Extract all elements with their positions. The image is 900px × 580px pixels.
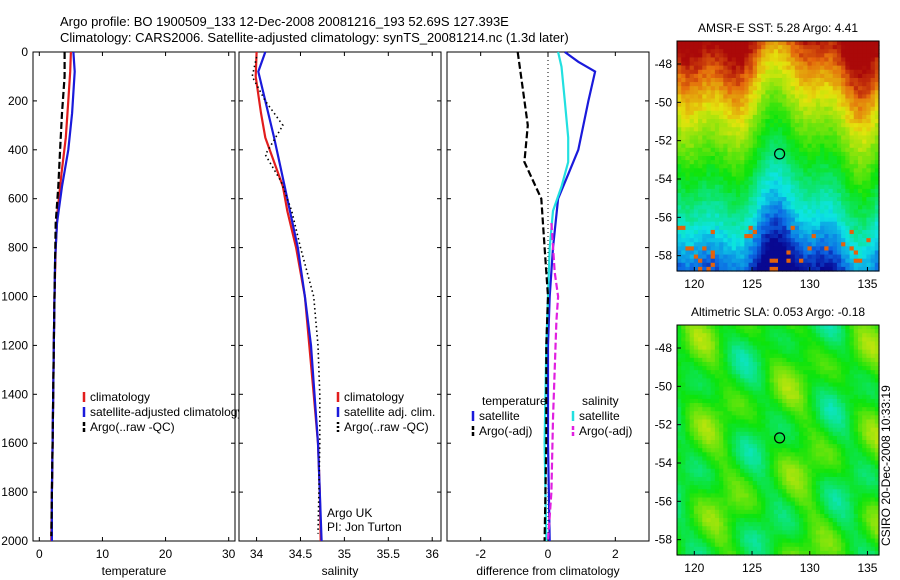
- pi-annotation: Argo UK: [327, 506, 372, 520]
- x-tick-label: -2: [475, 547, 486, 561]
- y-tick-label: -54: [655, 456, 673, 470]
- x-tick-label: 120: [684, 561, 704, 575]
- x-axis-label: difference from climatology: [476, 564, 619, 578]
- x-tick-label: 120: [684, 277, 704, 291]
- series-line-temperature-argo-adj-: [516, 51, 550, 542]
- legend-label: satellite-adjusted climatology: [90, 405, 243, 419]
- timestamp-note: CSIRO 20-Dec-2008 10:33:19: [879, 385, 893, 546]
- x-tick-label: 30: [222, 547, 236, 561]
- legend-label: Argo(..raw -QC): [344, 420, 429, 434]
- x-tick-label: 125: [742, 277, 762, 291]
- figure-title-line1: Argo profile: BO 1900509_133 12-Dec-2008…: [60, 14, 509, 29]
- x-tick-label: 130: [800, 277, 820, 291]
- map-title: AMSR-E SST: 5.28 Argo: 4.41: [698, 21, 858, 35]
- series-line-satellite-adj-clim-: [257, 51, 323, 542]
- plot-frame: [238, 51, 442, 542]
- y-tick-label: 800: [8, 241, 28, 255]
- x-tick-label: 34: [250, 547, 264, 561]
- map-cells: [677, 41, 880, 272]
- x-axis-label: temperature: [102, 564, 167, 578]
- y-tick-label: 2000: [1, 534, 28, 548]
- x-tick-label: 125: [742, 561, 762, 575]
- argo-location-marker: [774, 432, 786, 444]
- x-tick-label: 10: [96, 547, 110, 561]
- y-tick-label: 400: [8, 143, 28, 157]
- y-tick-label: -56: [655, 494, 673, 508]
- x-tick-label: 135: [857, 561, 877, 575]
- y-tick-label: -58: [655, 249, 673, 263]
- x-tick-label: 130: [800, 561, 820, 575]
- legend-label: Argo(-adj): [579, 424, 632, 438]
- y-tick-label: 1000: [1, 290, 28, 304]
- profile-panel-temp: 0 200 400 600 800 1000 1200 1400 1600 1800 2000 0 10…: [1, 45, 243, 578]
- map-panel-sla: Altimetric SLA: 0.053 Argo: -0.18 120 125 1…: [655, 305, 880, 575]
- y-tick-label: 1200: [1, 338, 28, 352]
- argo-location-marker: [774, 148, 786, 160]
- map-panel-sst: AMSR-E SST: 5.28 Argo: 4.41 120 125 130 135 -…: [655, 21, 880, 291]
- y-tick-label: -52: [655, 134, 673, 148]
- y-tick-label: 0: [21, 45, 28, 59]
- y-tick-label: -52: [655, 418, 673, 432]
- legend-label: climatology: [90, 390, 150, 404]
- x-tick-label: 35: [338, 547, 352, 561]
- series-line-salinity-argo-adj-: [546, 223, 560, 542]
- x-tick-label: 35.5: [377, 547, 401, 561]
- plot-frame: [32, 51, 236, 542]
- series-line-argo-raw-qc-: [251, 56, 321, 534]
- legend-heading: salinity: [582, 394, 619, 408]
- profile-panel-sal: 34 34.5 35 35.5 36 salinity climatologysatelli…: [238, 51, 442, 578]
- legend-label: Argo(..raw -QC): [90, 420, 175, 434]
- y-tick-label: -58: [655, 533, 673, 547]
- x-tick-label: 34.5: [289, 547, 313, 561]
- y-tick-label: 200: [8, 94, 28, 108]
- y-tick-label: -50: [655, 95, 673, 109]
- y-tick-label: 1600: [1, 436, 28, 450]
- legend-label: satellite: [479, 409, 520, 423]
- y-tick-label: -54: [655, 172, 673, 186]
- map-title: Altimetric SLA: 0.053 Argo: -0.18: [691, 305, 865, 319]
- legend-label: satellite: [579, 409, 620, 423]
- legend-label: Argo(-adj): [479, 424, 532, 438]
- x-axis-label: salinity: [322, 564, 359, 578]
- x-tick-label: 20: [159, 547, 173, 561]
- legend-label: satellite adj. clim.: [344, 405, 435, 419]
- profile-panel-diff: -2 0 2 difference from climatology temperatu…: [446, 51, 650, 578]
- y-tick-label: -48: [655, 341, 673, 355]
- legend-label: climatology: [344, 390, 404, 404]
- pi-annotation: PI: Jon Turton: [327, 520, 402, 534]
- figure-title-line2: Climatology: CARS2006. Satellite-adjuste…: [60, 30, 569, 45]
- series-line-temperature-satellite: [546, 51, 597, 542]
- map-frame: [676, 324, 880, 556]
- y-tick-label: 1800: [1, 485, 28, 499]
- y-tick-label: -48: [655, 57, 673, 71]
- x-tick-label: 0: [545, 547, 552, 561]
- x-tick-label: 135: [857, 277, 877, 291]
- map-cells: [677, 325, 880, 556]
- legend-heading: temperature: [482, 394, 547, 408]
- x-tick-label: 2: [612, 547, 619, 561]
- map-frame: [676, 40, 880, 272]
- series-line-argo-raw-qc-: [50, 52, 66, 537]
- x-tick-label: 36: [426, 547, 440, 561]
- y-tick-label: -50: [655, 379, 673, 393]
- x-tick-label: 0: [36, 547, 43, 561]
- y-tick-label: 600: [8, 192, 28, 206]
- y-tick-label: -56: [655, 210, 673, 224]
- y-tick-label: 1400: [1, 387, 28, 401]
